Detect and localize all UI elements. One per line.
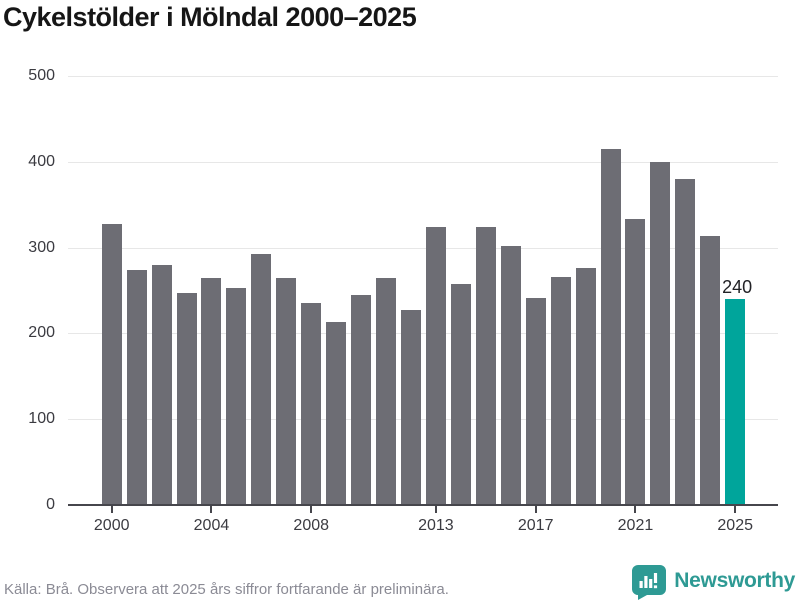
- bar-2000: [101, 223, 122, 505]
- x-axis-label-2021: 2021: [617, 517, 654, 534]
- bar-2011: [376, 277, 397, 505]
- bar-2002: [151, 264, 172, 505]
- bar-2010: [351, 294, 372, 505]
- newsworthy-logo[interactable]: Newsworthy: [630, 562, 795, 600]
- newsworthy-wordmark: Newsworthy: [674, 569, 795, 592]
- bar-2007: [276, 277, 297, 505]
- x-axis-line: [68, 504, 778, 506]
- x-tick-2025: [734, 506, 737, 513]
- x-tick-2004: [210, 506, 213, 513]
- bar-2016: [500, 245, 521, 505]
- newsworthy-speech-bubble-chart-icon: [632, 564, 667, 600]
- bar-2012: [400, 310, 421, 505]
- gridline-400: [68, 161, 778, 163]
- x-axis-label-2025: 2025: [717, 517, 753, 534]
- x-tick-2017: [534, 506, 537, 513]
- bar-2013: [425, 227, 446, 505]
- x-axis-label-2004: 2004: [193, 517, 230, 534]
- x-tick-2013: [434, 506, 437, 513]
- bar-2008: [301, 302, 322, 505]
- x-axis-label-2008: 2008: [293, 517, 330, 534]
- highlight-value-label: 240: [722, 277, 753, 298]
- y-axis-label-300: 300: [28, 238, 55, 256]
- bar-2023: [675, 178, 696, 505]
- bar-2001: [126, 269, 147, 505]
- x-axis-label-2017: 2017: [517, 517, 554, 534]
- bar-2015: [475, 227, 496, 505]
- bar-2018: [550, 276, 571, 505]
- bar-2014: [450, 283, 471, 505]
- y-axis-label-200: 200: [28, 324, 55, 342]
- bar-2019: [575, 268, 596, 505]
- bar-2022: [650, 161, 671, 505]
- x-axis-label-2000: 2000: [93, 517, 130, 534]
- gridline-500: [68, 76, 778, 77]
- x-tick-2021: [634, 506, 637, 513]
- bar-2021: [625, 219, 646, 505]
- chart-title: Cykelstölder i Mölndal 2000–2025: [3, 2, 417, 32]
- x-tick-2000: [110, 506, 113, 513]
- y-axis-label-500: 500: [28, 67, 55, 84]
- x-tick-2008: [310, 506, 313, 513]
- source-note: Källa: Brå. Observera att 2025 års siffr…: [4, 581, 449, 598]
- bar-2004: [201, 277, 222, 505]
- y-axis-label-100: 100: [28, 410, 55, 428]
- bar-2003: [176, 293, 197, 505]
- bar-2017: [525, 298, 546, 505]
- gridline-300: [68, 247, 778, 249]
- gridline-100: [68, 419, 778, 421]
- bar-2020: [600, 148, 621, 505]
- bar-2009: [326, 322, 347, 505]
- bar-2025: [725, 299, 746, 505]
- bar-2006: [251, 253, 272, 505]
- bar-2024: [700, 235, 721, 505]
- plot-area: [68, 76, 778, 506]
- bar-2005: [226, 287, 247, 505]
- x-axis-label-2013: 2013: [418, 517, 454, 534]
- y-axis-label-400: 400: [28, 152, 55, 170]
- gridline-200: [68, 333, 778, 335]
- y-axis-label-0: 0: [46, 496, 55, 513]
